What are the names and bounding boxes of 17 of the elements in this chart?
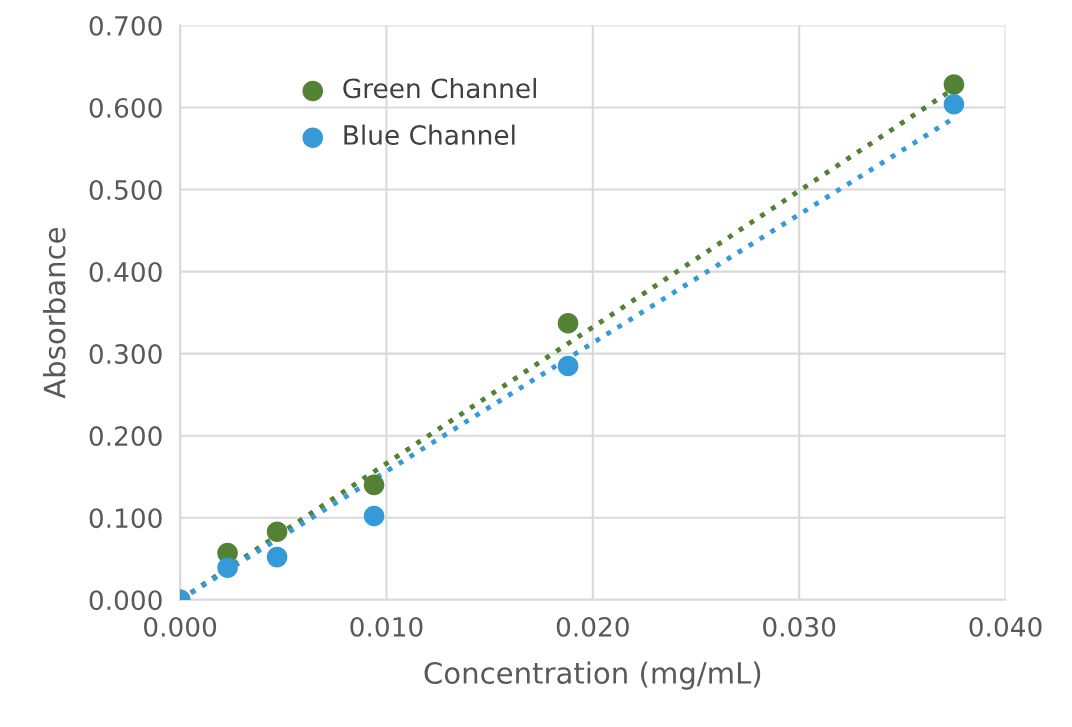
legend-label: Blue Channel	[344, 124, 515, 145]
x-axis-title: Concentration (mg/mL)	[424, 661, 761, 690]
y-tick-label: 0.600	[89, 97, 162, 118]
x-tick-label: 0.020	[556, 616, 629, 637]
y-axis-title: Absorbance	[42, 227, 66, 399]
y-tick-label: 0.000	[89, 590, 162, 611]
y-tick-label: 0.100	[89, 508, 162, 529]
x-tick-label: 0.000	[144, 616, 217, 637]
y-tick-label: 0.700	[89, 15, 162, 36]
y-tick-label: 0.500	[89, 179, 162, 200]
x-tick-label: 0.010	[350, 616, 423, 637]
x-tick-label: 0.030	[763, 616, 836, 637]
legend-label: Green Channel	[343, 77, 536, 99]
y-tick-label: 0.400	[89, 262, 162, 282]
y-tick-label: 0.300	[89, 344, 162, 365]
y-tick-label: 0.200	[89, 426, 162, 447]
x-tick-label: 0.040	[969, 616, 1042, 637]
